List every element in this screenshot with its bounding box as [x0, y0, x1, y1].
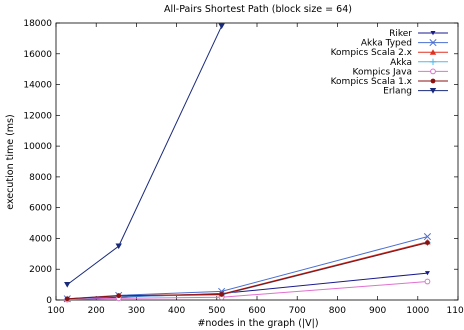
x-tick-label: 100 — [47, 306, 64, 316]
x-tick-label: 500 — [208, 306, 225, 316]
series-line — [66, 25, 223, 286]
data-point — [116, 293, 122, 299]
legend-marker — [430, 68, 436, 75]
x-tick-label: 900 — [369, 306, 386, 316]
legend-label: Kompics Scala 1.x — [331, 77, 413, 87]
legend-label: Kompics Scala 2.x — [331, 48, 413, 58]
y-tick-label: 18000 — [23, 19, 52, 29]
y-axis-title: execution time (ms) — [5, 114, 16, 209]
legend-label: Akka Typed — [361, 39, 412, 49]
y-tick-label: 0 — [46, 296, 52, 306]
data-point — [64, 296, 70, 302]
data-point — [424, 278, 431, 285]
y-tick-label: 8000 — [29, 173, 52, 183]
y-tick-label: 4000 — [29, 234, 52, 244]
y-axis: 0 2000 4000 6000 8000 10000 12000 14000 16000 180… — [23, 19, 458, 306]
legend-label: Kompics Java — [353, 67, 412, 77]
y-tick-label: 14000 — [23, 81, 52, 91]
x-tick-label: 200 — [88, 306, 105, 316]
series-line — [67, 281, 428, 301]
series-line — [67, 236, 428, 300]
y-tick-label: 16000 — [23, 50, 52, 60]
series-kompics-scala-1-x — [64, 240, 430, 302]
x-tick-label: 800 — [329, 306, 346, 316]
legend-marker — [429, 49, 437, 55]
legend-marker — [430, 31, 436, 36]
legend-marker — [429, 39, 437, 47]
data-point — [64, 282, 71, 288]
y-tick-label: 12000 — [23, 111, 52, 121]
data-point — [115, 243, 122, 250]
x-axis-title: #nodes in the graph (|V|) — [197, 318, 318, 329]
series-line — [67, 241, 428, 300]
series-layer — [63, 23, 432, 303]
x-tick-label: 600 — [248, 306, 265, 316]
legend-marker — [429, 58, 437, 65]
y-tick-label: 6000 — [29, 204, 52, 214]
chart-title: All-Pairs Shortest Path (block size = 64… — [164, 4, 352, 15]
data-point — [423, 233, 432, 241]
data-point — [425, 240, 430, 245]
data-point — [218, 23, 225, 30]
y-tick-label: 2000 — [29, 265, 52, 275]
series-erlang — [64, 23, 225, 288]
legend-label: Erlang — [383, 87, 412, 97]
legend-label: Akka — [390, 58, 412, 68]
y-tick-label: 10000 — [23, 142, 52, 152]
x-tick-label: 1000 — [406, 306, 429, 316]
legend-label: Riker — [389, 29, 412, 39]
data-point — [424, 271, 430, 276]
legend-marker — [429, 88, 437, 94]
data-point — [219, 292, 225, 297]
series-line — [67, 242, 428, 300]
x-tick-label: 400 — [168, 306, 185, 316]
x-tick-label: 300 — [128, 306, 145, 316]
x-tick-label: 700 — [289, 306, 306, 316]
legend-marker — [430, 78, 436, 84]
series-akka — [64, 239, 431, 303]
